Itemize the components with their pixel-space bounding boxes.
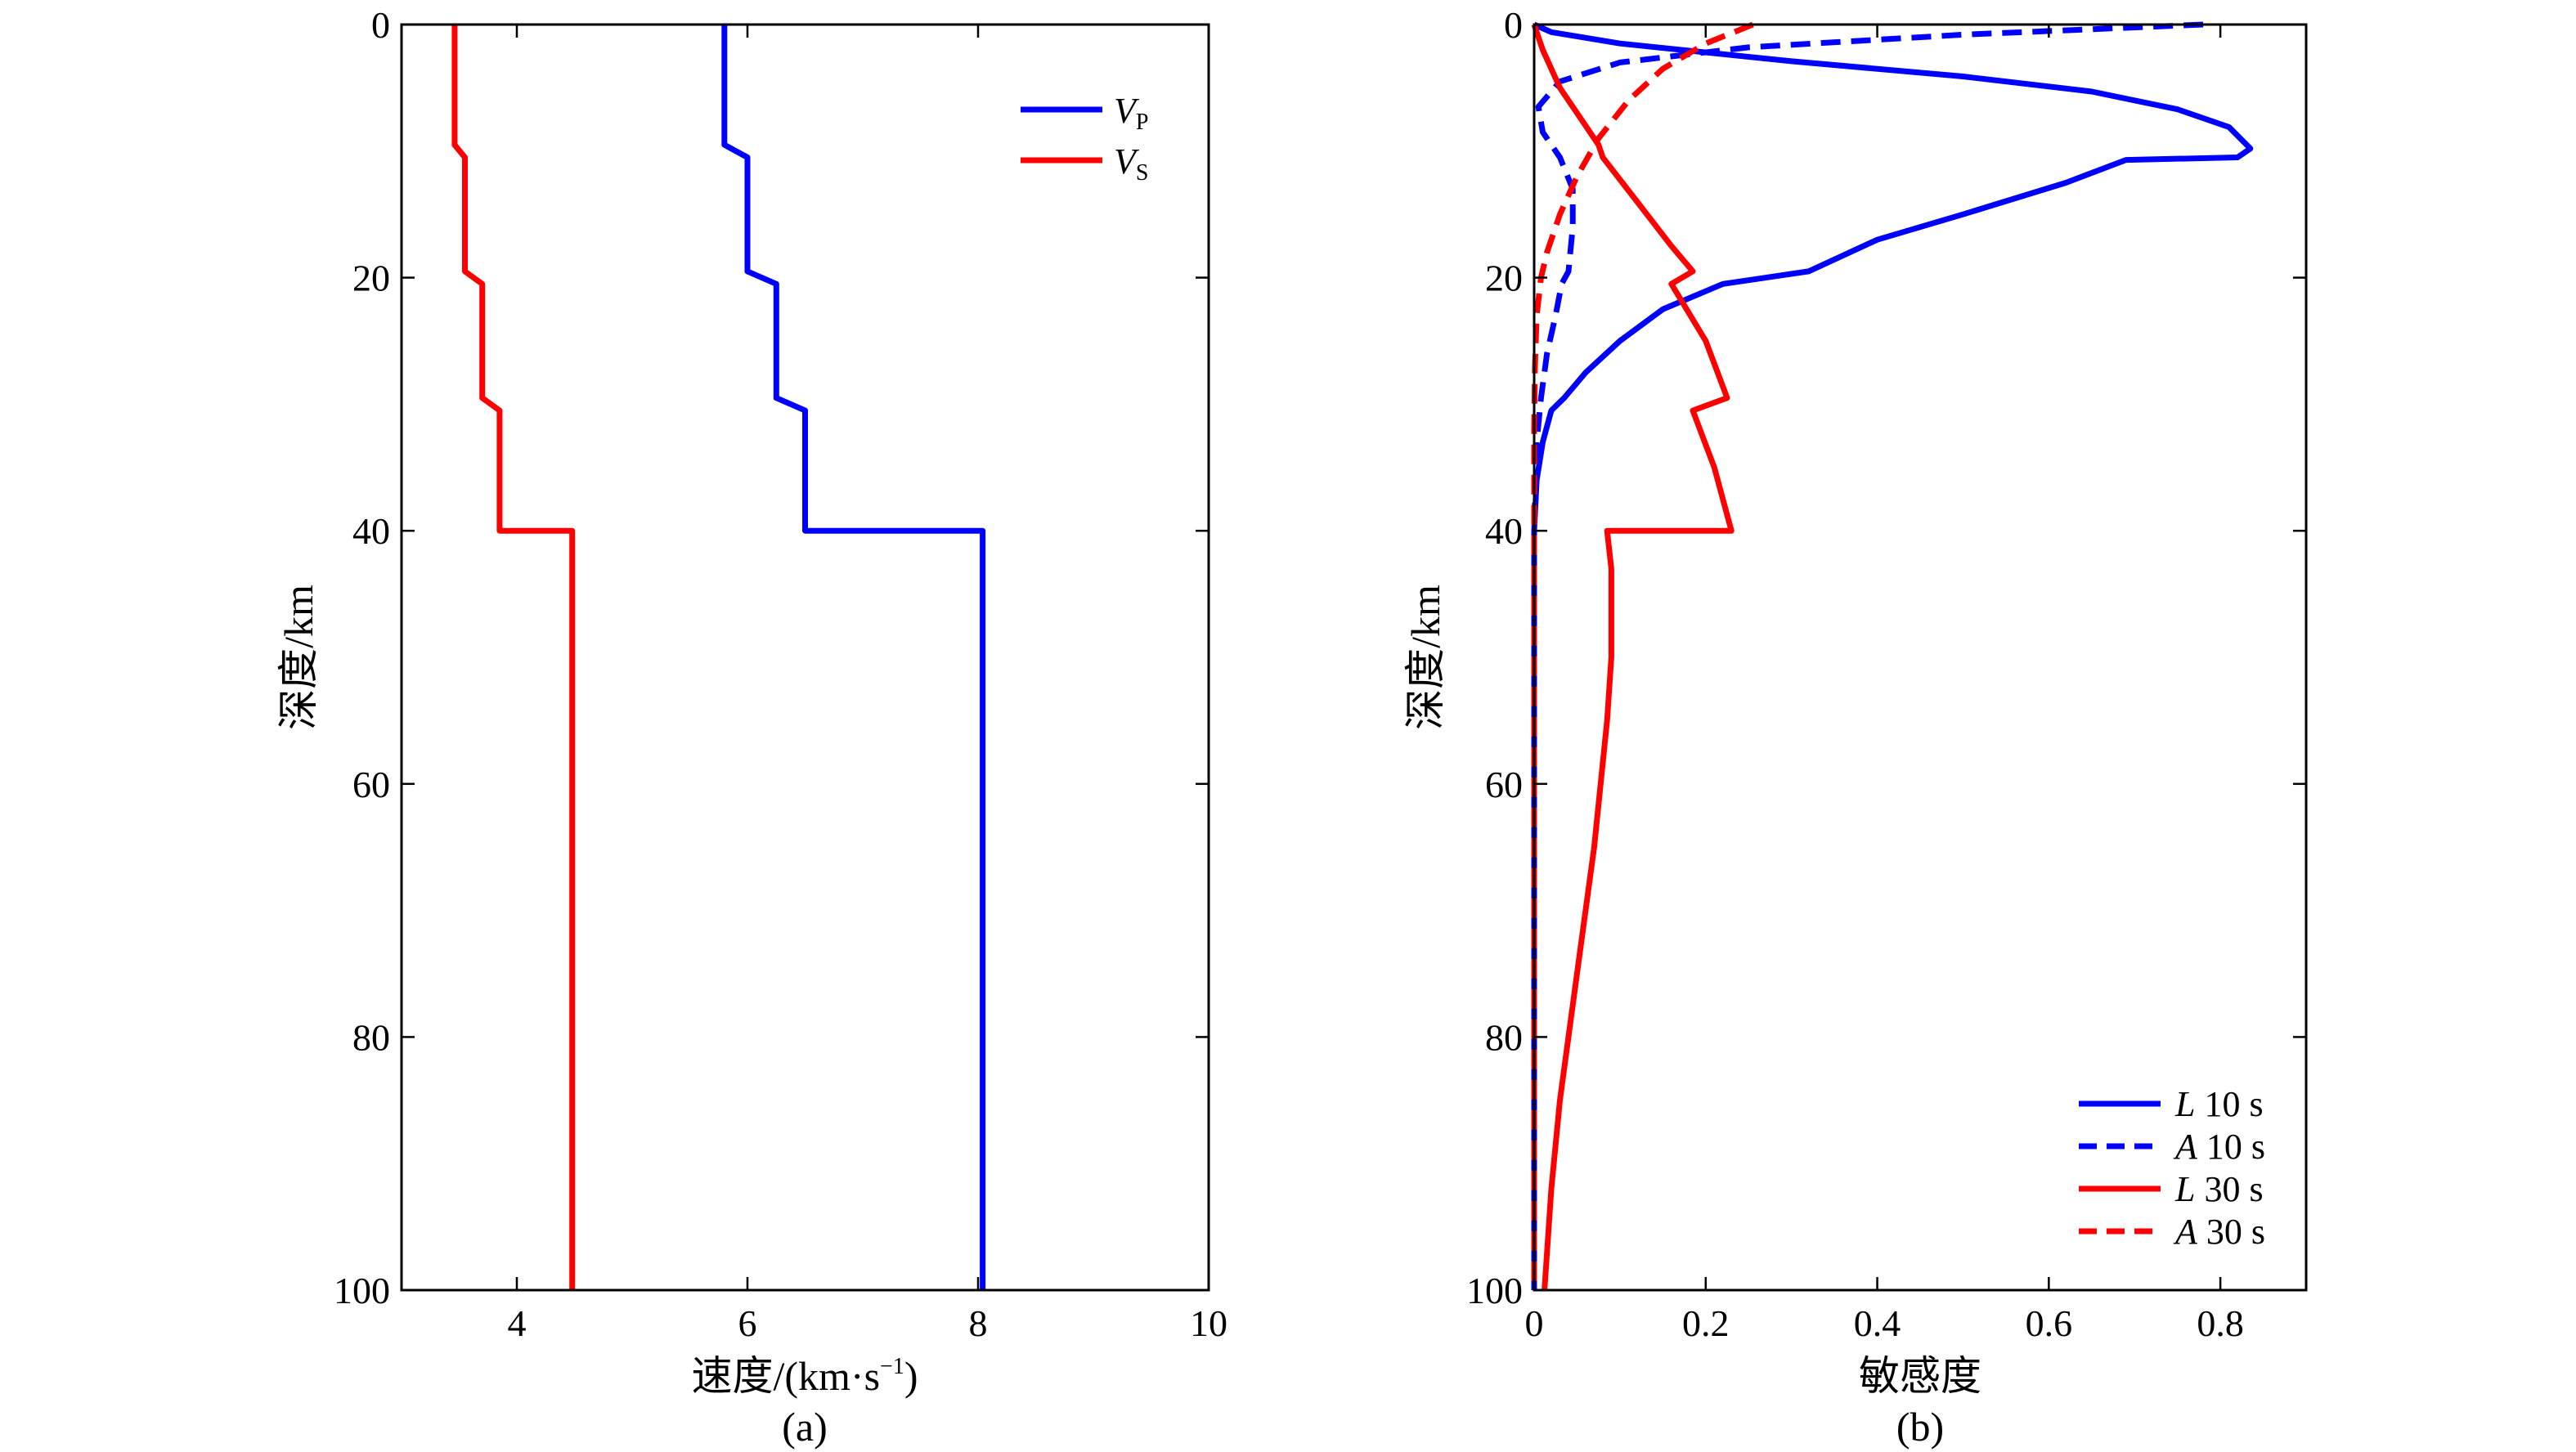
panel-b-y-axis-label: 深度/km [1402,585,1448,730]
panel-a-y-tick-label: 0 [371,4,390,46]
panel-b-x-tick-label: 0.4 [1854,1302,1901,1344]
panel-b-legend: L 10 s A 10 s L 30 s A 30 s [2079,1084,2265,1252]
panel-b-y-tick-label: 40 [1485,510,1523,552]
panel-b-y-tick-label: 80 [1485,1016,1523,1058]
panel-b-x-tick-label: 0.2 [1682,1302,1730,1344]
panel-a-x-tick-label: 6 [738,1302,757,1344]
panel-b-series-line-1 [1531,21,2254,1290]
panel-b-x-tick-label: 0.8 [2197,1302,2244,1344]
panel-a-series-line-1 [721,25,986,1290]
panel-a-legend: VP VS [1021,91,1148,186]
panel-b-series-line-3 [1531,23,1735,1291]
panel-b-ticks: 0 0.2 0.4 0.6 0.8 0 20 40 60 80 100 [1466,4,2306,1344]
panel-b-x-tick-label: 0 [1525,1302,1544,1344]
panel-a-label: (a) [782,1404,828,1450]
panel-b-x-axis-label: 敏感度 [1859,1353,1981,1399]
panel-a-series-line-2 [451,25,576,1290]
panel-b-plot-frame [1533,23,2308,1292]
panel-a-y-tick-label: 40 [352,510,390,552]
panel-b-label: (b) [1896,1404,1944,1450]
panel-b-y-tick-label: 20 [1485,258,1523,299]
panel-a-y-axis-label: 深度/km [276,585,321,730]
panel-b-y-tick-label: 0 [1504,4,1523,46]
panel-a-x-axis-label: 速度/(km·s−1) [692,1353,918,1399]
panel-a-y-tick-label: 20 [352,258,390,299]
legend-label-a10: A 10 s [2173,1127,2265,1167]
legend-label-a30: A 30 s [2173,1212,2265,1252]
panel-a-x-tick-label: 4 [508,1302,527,1344]
panel-a-y-tick-label: 60 [352,764,390,805]
panel-a-plot-frame [400,23,1210,1292]
panel-a-y-tick-label: 80 [352,1016,390,1058]
panel-a-x-tick-label: 10 [1190,1302,1227,1344]
panel-b-y-tick-label: 60 [1485,764,1523,805]
panel-b-plot-lines [1531,21,2254,1291]
legend-label-l30: L 30 s [2174,1169,2264,1209]
legend-label-l10: L 10 s [2174,1084,2264,1124]
panel-a-x-tick-label: 8 [969,1302,988,1344]
panel-b-series-line-2 [1531,21,2204,1290]
legend-label-vp: VP [1114,91,1148,135]
panel-b-y-tick-label: 100 [1466,1270,1523,1311]
panel-b-x-tick-label: 0.6 [2026,1302,2073,1344]
legend-label-vs: VS [1114,141,1148,186]
panel-a-y-tick-label: 100 [334,1270,390,1311]
panel-a-plot-lines [451,25,986,1290]
